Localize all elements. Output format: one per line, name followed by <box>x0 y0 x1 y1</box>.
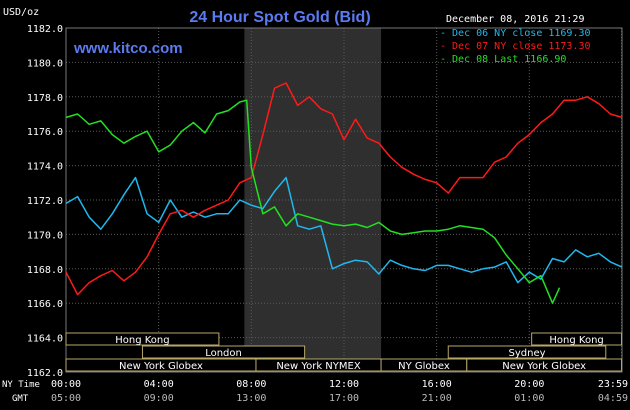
y-axis-unit-label: USD/oz <box>3 7 39 18</box>
y-tick-label: 1170.0 <box>27 230 63 241</box>
y-tick-label: 1182.0 <box>27 24 63 35</box>
session-label: Hong Kong <box>549 335 603 346</box>
legend-entry: - Dec 06 NY close 1169.30 <box>440 28 591 39</box>
session-bars: Hong Kong Hong Kong London Sydney New York G… <box>65 332 623 372</box>
session-bar <box>447 345 607 359</box>
x-tick-label-ny: 16:00 <box>422 379 452 390</box>
session-bar <box>466 358 623 372</box>
x-tick-label-gmt: 05:00 <box>51 393 81 404</box>
website-link[interactable]: www.kitco.com <box>73 40 183 57</box>
x-tick-label-gmt: 01:00 <box>514 393 544 404</box>
y-tick-label: 1166.0 <box>27 299 63 310</box>
y-tick-label: 1180.0 <box>27 58 63 69</box>
y-axis: 1182.0 1180.0 1178.0 1176.0 1174.0 1172.0 1170… <box>27 24 63 379</box>
y-tick-label: 1164.0 <box>27 334 63 345</box>
y-tick-label: 1174.0 <box>27 162 63 173</box>
y-tick-label: 1172.0 <box>27 196 63 207</box>
gmt-label: GMT <box>12 394 29 404</box>
session-label: New York Globex <box>502 361 586 372</box>
series-line-dec07 <box>65 82 623 296</box>
legend-entry: - Dec 07 NY close 1173.30 <box>440 41 591 52</box>
session-bar <box>531 332 623 346</box>
session-label: NY Globex <box>398 361 450 372</box>
session-label: New York Globex <box>119 361 203 372</box>
session-label: London <box>205 348 242 359</box>
chart-title: 24 Hour Spot Gold (Bid) <box>189 9 370 26</box>
session-label: Sydney <box>509 348 546 359</box>
x-axis: 00:00 05:00 04:00 09:00 08:00 13:00 12:00 17:00… <box>51 379 628 404</box>
series-line-dec08 <box>65 99 561 304</box>
x-tick-label-gmt: 21:00 <box>422 393 452 404</box>
legend: - Dec 06 NY close 1169.30 - Dec 07 NY clo… <box>440 28 591 65</box>
session-label: New York NYMEX <box>276 361 361 372</box>
x-tick-label-gmt: 04:59 <box>598 393 628 404</box>
x-tick-label-ny: 20:00 <box>514 379 544 390</box>
legend-entry: - Dec 08 Last 1166.90 <box>440 54 566 65</box>
chart-date: December 08, 2016 21:29 <box>446 14 584 25</box>
y-tick-label: 1162.0 <box>27 368 63 379</box>
x-tick-label-ny: 00:00 <box>51 379 81 390</box>
session-bar <box>65 332 220 346</box>
x-tick-label-ny: 12:00 <box>329 379 359 390</box>
series-line-dec06 <box>65 176 623 284</box>
session-label: Hong Kong <box>115 335 169 346</box>
y-tick-label: 1178.0 <box>27 93 63 104</box>
x-tick-label-gmt: 09:00 <box>144 393 174 404</box>
plot-border <box>65 27 623 373</box>
grid <box>65 27 623 373</box>
y-tick-label: 1168.0 <box>27 265 63 276</box>
y-tick-label: 1176.0 <box>27 127 63 138</box>
x-tick-label-ny: 23:59 <box>598 379 628 390</box>
x-tick-label-gmt: 17:00 <box>329 393 359 404</box>
session-bar <box>141 345 306 359</box>
series-lines <box>65 82 623 304</box>
x-tick-label-gmt: 13:00 <box>236 393 266 404</box>
ny-time-label: NY Time <box>2 380 40 390</box>
x-tick-label-ny: 08:00 <box>236 379 266 390</box>
x-tick-label-ny: 04:00 <box>144 379 174 390</box>
